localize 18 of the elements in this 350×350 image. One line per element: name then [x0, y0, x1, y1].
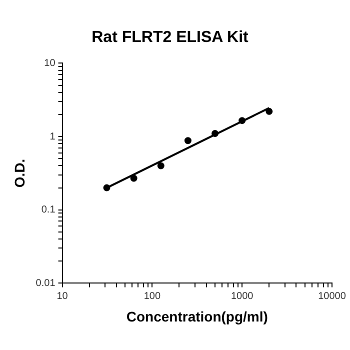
point: [238, 117, 246, 124]
x-axis-title: Concentration(pg/ml): [126, 308, 268, 324]
y-tick-label: 1: [50, 131, 56, 142]
x-tick-label: 1000: [230, 290, 254, 302]
point: [266, 108, 273, 115]
y-tick-label: 0.1: [41, 204, 56, 216]
point: [130, 174, 138, 182]
x-tick-label: 10000: [318, 290, 346, 302]
x-tick-label: 100: [144, 290, 161, 302]
x-tick-label: 10: [56, 290, 68, 302]
point: [184, 137, 192, 144]
point: [157, 162, 164, 170]
y-tick-label: 0.01: [36, 278, 56, 289]
y-tick-label: 10: [44, 58, 56, 69]
chart-title: Rat FLRT2 ELISA Kit: [92, 29, 250, 46]
y-axis-title: O.D.: [11, 158, 28, 188]
point: [103, 184, 110, 192]
point: [212, 130, 219, 137]
